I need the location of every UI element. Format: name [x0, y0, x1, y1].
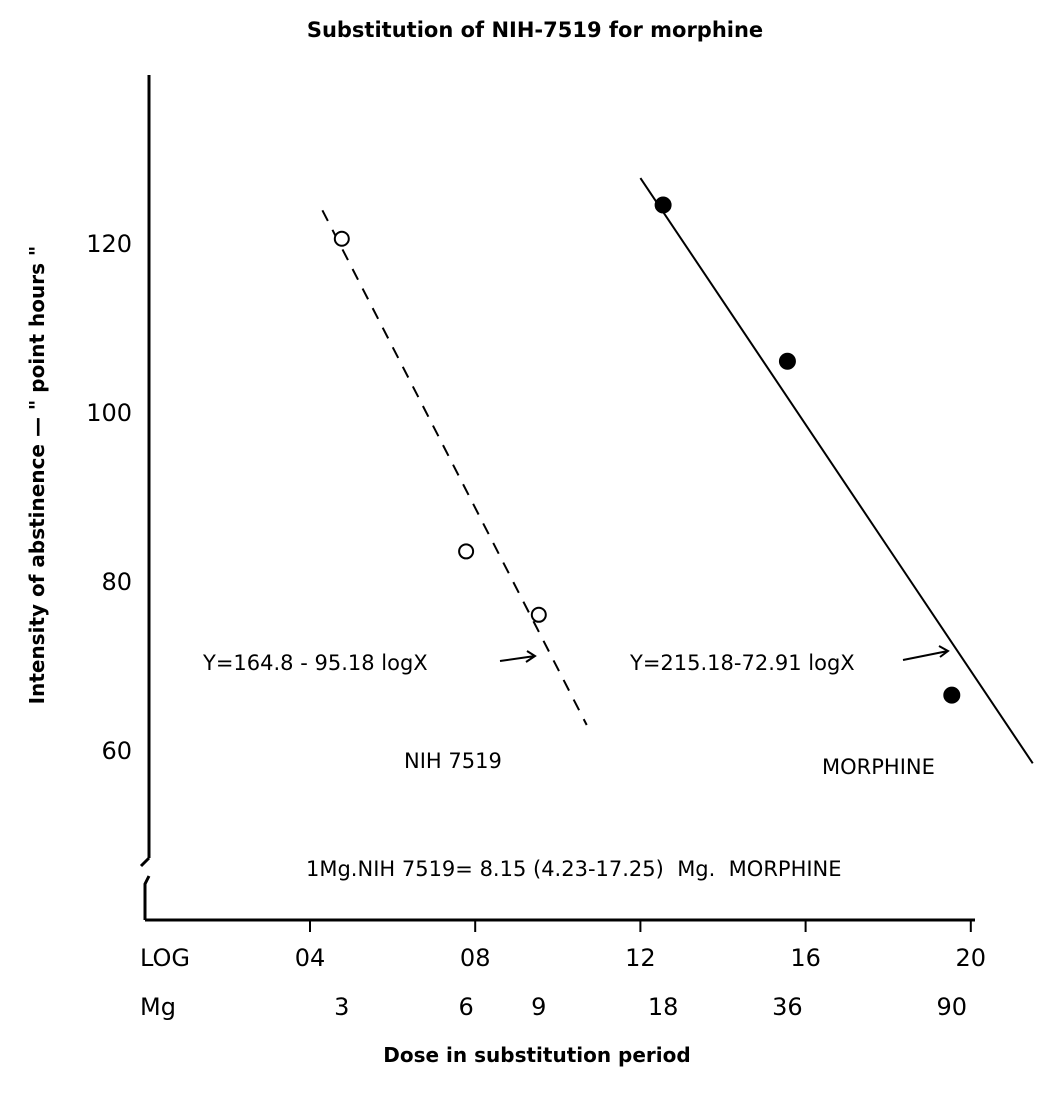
- x-tick-label: 04: [295, 944, 326, 972]
- x-tick-label: 90: [937, 993, 968, 1021]
- y-ticks: 120 100 80 60: [86, 230, 132, 765]
- nih-data-point: [458, 543, 475, 560]
- x-tick-label: 3: [334, 993, 349, 1021]
- morphine-data-point: [778, 352, 796, 370]
- x-axis-label: Dose in substitution period: [383, 1043, 690, 1067]
- morphine-data-point: [654, 196, 672, 214]
- potency-ratio: 1Mg.NIH 7519= 8.15 (4.23-17.25) Mg. MORP…: [306, 857, 842, 881]
- y-axis-label: Intensity of abstinence — " point hours …: [25, 246, 49, 705]
- nih-data-point: [530, 606, 547, 623]
- morphine-fit-line: [639, 177, 1034, 764]
- y-tick-label: 60: [101, 737, 132, 765]
- x-tick-label: 36: [772, 993, 803, 1021]
- x-row-label: Mg: [140, 993, 176, 1021]
- x-tick-label: 16: [790, 944, 821, 972]
- y-tick-label: 120: [86, 230, 132, 258]
- x-tick-label: 6: [458, 993, 473, 1021]
- morphine-equation: Y=215.18-72.91 logX: [629, 651, 855, 675]
- morphine-equation-arrow: [902, 645, 950, 661]
- nih-equation: Y=164.8 - 95.18 logX: [202, 651, 428, 675]
- x-tick-label: 9: [531, 993, 546, 1021]
- x-tick-label: 18: [648, 993, 679, 1021]
- nih-data-point: [333, 230, 350, 247]
- x-row-label: LOG: [140, 944, 190, 972]
- series-layer: [321, 177, 1034, 764]
- y-axis-break: [139, 856, 151, 920]
- nih-fit-line: [321, 209, 588, 726]
- morphine-series-label: MORPHINE: [822, 755, 935, 779]
- annotations: Y=164.8 - 95.18 logX Y=215.18-72.91 logX…: [202, 645, 950, 881]
- nih-series-label: NIH 7519: [404, 749, 502, 773]
- y-tick-label: 100: [86, 399, 132, 427]
- morphine-data-point: [943, 686, 961, 704]
- y-tick-label: 80: [101, 568, 132, 596]
- x-tick-label: 08: [460, 944, 491, 972]
- x-tick-label: 12: [625, 944, 656, 972]
- chart-title: Substitution of NIH-7519 for morphine: [307, 18, 763, 42]
- nih-equation-arrow: [499, 650, 537, 663]
- x-tick-label: 20: [956, 944, 987, 972]
- axes: [139, 75, 975, 922]
